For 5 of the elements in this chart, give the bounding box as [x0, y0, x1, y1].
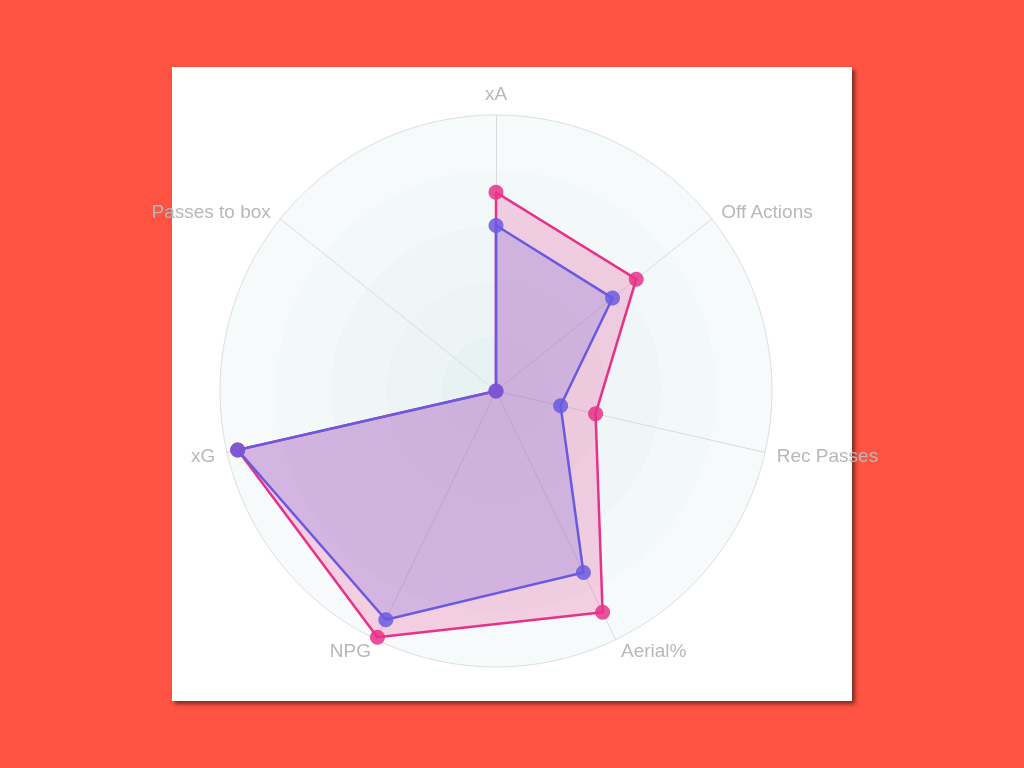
spoke-label: Off Actions [721, 200, 813, 222]
spoke-label: xA [484, 83, 508, 104]
spoke-label: Aerial% [620, 639, 687, 661]
spoke-label: xG [190, 444, 216, 466]
spoke-label: NPG [329, 639, 372, 661]
